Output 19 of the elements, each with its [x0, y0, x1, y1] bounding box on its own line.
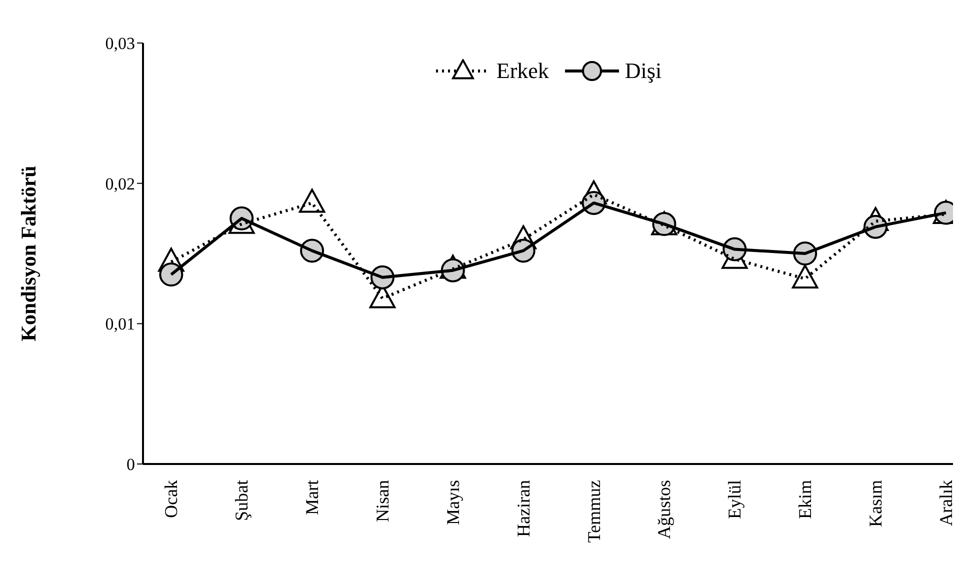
y-tick-label: 0,03 — [105, 34, 135, 54]
y-tick-label: 0 — [126, 455, 135, 474]
x-tick-label: Aralık — [936, 480, 956, 526]
x-tick-label: Ocak — [161, 480, 182, 518]
x-tick-label: Kasım — [866, 480, 886, 527]
y-axis-title: Kondisyon Faktörü — [16, 165, 40, 342]
x-tick-label: Ekim — [795, 480, 816, 519]
x-tick-label: Mart — [302, 480, 322, 515]
y-tick-label: 0,01 — [105, 314, 135, 334]
x-tick-label: Nisan — [372, 480, 392, 522]
legend-label: Dişi — [624, 58, 662, 84]
y-tick-label: 0,02 — [105, 174, 135, 194]
legend-label: Erkek — [496, 58, 549, 84]
x-tick-label: Temmuz — [584, 480, 604, 543]
x-tick-label: Şubat — [232, 480, 252, 522]
x-tick-label: Eylül — [724, 480, 745, 519]
x-tick-label: Mayıs — [442, 480, 463, 525]
x-tick-label: Ağustos — [654, 480, 674, 540]
x-tick-label: Haziran — [513, 480, 534, 537]
